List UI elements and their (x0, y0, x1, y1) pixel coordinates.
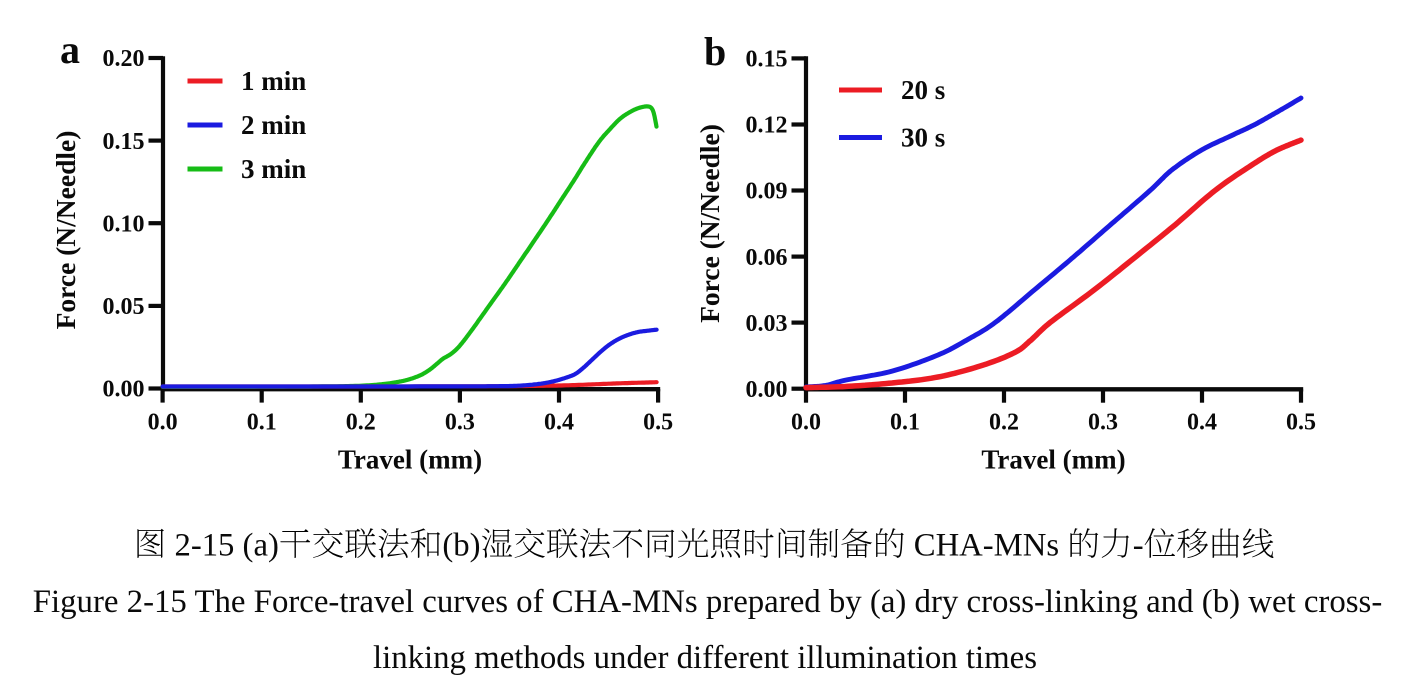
svg-text:b: b (704, 29, 726, 74)
svg-text:0.4: 0.4 (544, 410, 574, 436)
svg-text:0.15: 0.15 (746, 47, 788, 73)
svg-text:20 s: 20 s (901, 75, 945, 105)
svg-text:0.2: 0.2 (346, 410, 376, 436)
svg-text:0.1: 0.1 (247, 410, 277, 436)
svg-text:Force (N/Needle): Force (N/Needle) (694, 124, 725, 323)
svg-text:0.5: 0.5 (1286, 410, 1316, 436)
svg-text:0.1: 0.1 (890, 410, 920, 436)
svg-text:2 min: 2 min (241, 110, 306, 140)
svg-text:0.3: 0.3 (1088, 410, 1118, 436)
svg-text:0.09: 0.09 (746, 179, 788, 205)
svg-text:0.15: 0.15 (103, 129, 145, 155)
svg-text:0.06: 0.06 (746, 245, 788, 271)
svg-text:0.05: 0.05 (103, 294, 145, 320)
svg-text:Travel (mm): Travel (mm) (981, 445, 1125, 475)
svg-text:linking methods under differen: linking methods under different illumina… (373, 640, 1037, 676)
svg-text:0.0: 0.0 (791, 410, 821, 436)
svg-text:(b): (b) (442, 528, 480, 564)
svg-text:0.00: 0.00 (103, 377, 145, 403)
svg-text:30 s: 30 s (901, 123, 945, 153)
svg-text:1 min: 1 min (241, 66, 306, 96)
svg-text:0.03: 0.03 (746, 311, 788, 337)
svg-text:a: a (60, 27, 80, 72)
svg-text:2-15 (a): 2-15 (a) (166, 528, 279, 564)
svg-text:0.5: 0.5 (643, 410, 673, 436)
svg-text:0.0: 0.0 (148, 410, 178, 436)
svg-text:Force (N/Needle): Force (N/Needle) (50, 131, 81, 330)
svg-text:3 min: 3 min (241, 154, 306, 184)
svg-text:0.2: 0.2 (989, 410, 1019, 436)
svg-text:Travel (mm): Travel (mm) (338, 445, 482, 475)
svg-text:0.3: 0.3 (445, 410, 475, 436)
svg-text:0.12: 0.12 (746, 113, 788, 139)
svg-text:0.4: 0.4 (1187, 410, 1217, 436)
svg-text:0.00: 0.00 (746, 377, 788, 403)
svg-text:CHA-MNs: CHA-MNs (906, 528, 1068, 564)
svg-text:0.10: 0.10 (103, 211, 145, 237)
svg-text:-: - (1133, 528, 1144, 564)
svg-text:0.20: 0.20 (103, 46, 145, 72)
svg-text:Figure 2-15 The Force-travel c: Figure 2-15 The Force-travel curves of C… (33, 584, 1383, 620)
